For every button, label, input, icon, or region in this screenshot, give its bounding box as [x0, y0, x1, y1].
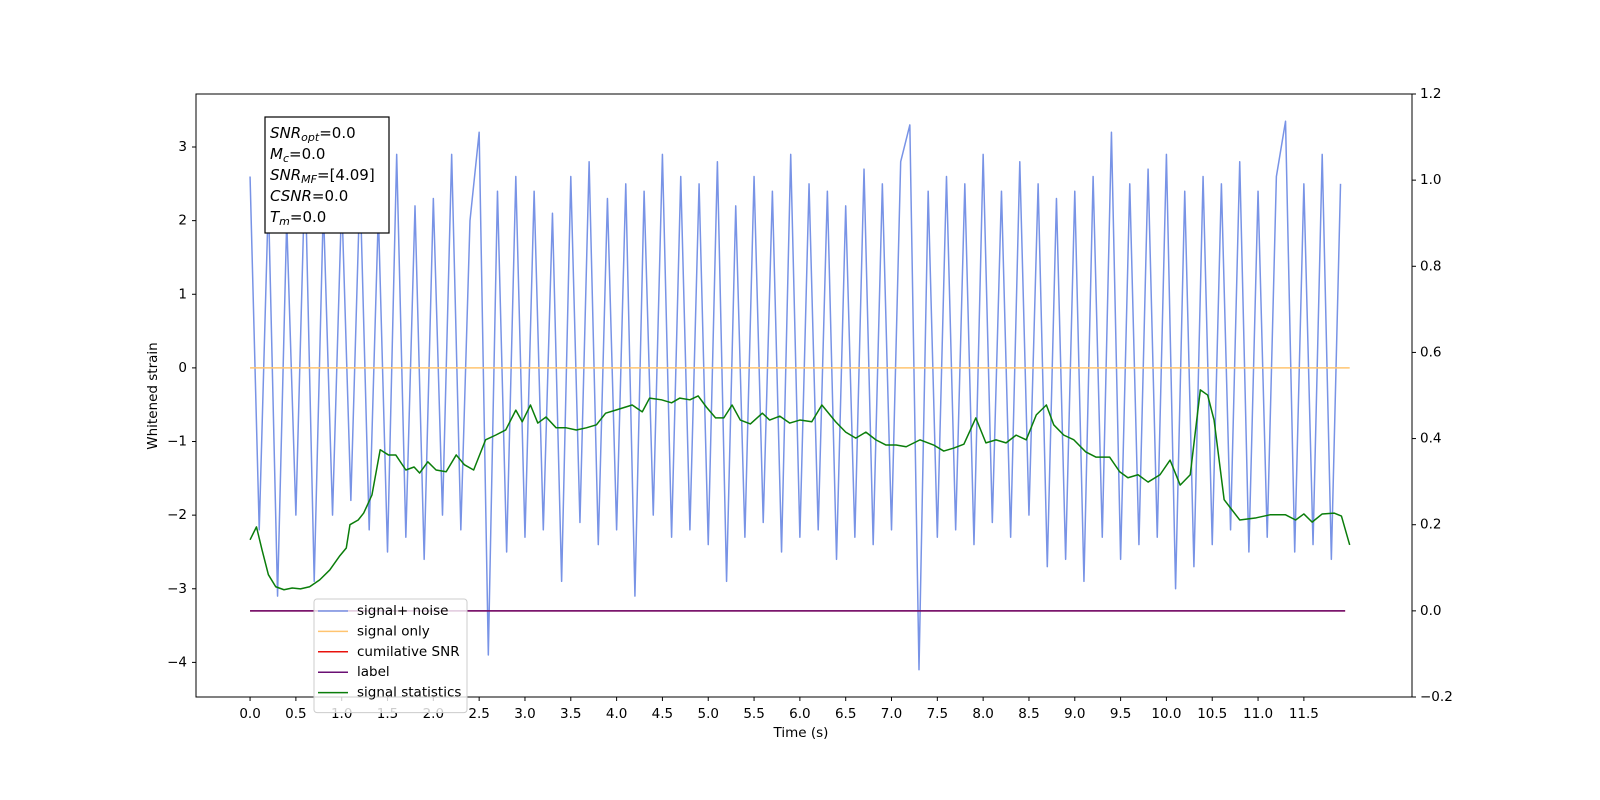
y2-tick-label: 0.4 — [1420, 431, 1441, 447]
y2-tick-label: 0.2 — [1420, 517, 1441, 533]
x-tick-label: 8.0 — [972, 706, 993, 722]
y-tick-label: −3 — [167, 581, 187, 597]
annotation-symbol: T — [270, 208, 281, 226]
plot-frame — [195, 93, 1413, 698]
legend-label: signal only — [357, 623, 430, 639]
x-tick-label: 6.0 — [789, 706, 810, 722]
x-tick-label: 10.0 — [1151, 706, 1181, 722]
annotation-box — [264, 116, 390, 234]
x-tick-label: 11.0 — [1243, 706, 1273, 722]
y-tick-label: −2 — [167, 507, 187, 523]
legend-label: signal+ noise — [357, 603, 448, 619]
y-tick-label: −4 — [167, 654, 187, 670]
x-tick-label: 7.0 — [881, 706, 902, 722]
y2-tick-label: 0.0 — [1420, 603, 1441, 619]
x-tick-label: 10.5 — [1197, 706, 1227, 722]
x-tick-label: 4.5 — [652, 706, 673, 722]
series-line — [249, 389, 1351, 591]
annotation-symbol: SNR — [270, 166, 301, 184]
legend-box — [313, 598, 468, 714]
x-tick-label: 6.5 — [835, 706, 856, 722]
y2-tick-label: 0.8 — [1420, 258, 1441, 274]
x-axis-label: Time (s) — [773, 725, 829, 741]
x-tick-label: 9.0 — [1064, 706, 1085, 722]
annotation-line: Tm=0.0 — [270, 208, 326, 228]
y2-tick-label: −0.2 — [1420, 689, 1453, 705]
y-axis-label: Whitened strain — [145, 342, 161, 449]
annotation-symbol: M — [270, 145, 283, 163]
annotation-value: =0.0 — [312, 187, 348, 205]
annotation-value: =0.0 — [289, 145, 325, 163]
legend-label: label — [357, 664, 390, 680]
y-tick-label: −1 — [167, 434, 187, 450]
y-tick-label: 3 — [178, 139, 187, 155]
x-tick-label: 4.0 — [606, 706, 627, 722]
annotation-value: =0.0 — [319, 124, 355, 142]
x-tick-label: 8.5 — [1018, 706, 1039, 722]
legend-label: signal statistics — [357, 685, 461, 701]
x-tick-label: 0.0 — [239, 706, 260, 722]
x-tick-label: 3.5 — [560, 706, 581, 722]
y2-tick-label: 0.6 — [1420, 344, 1441, 360]
annotation-symbol: SNR — [270, 124, 301, 142]
y2-tick-label: 1.0 — [1420, 172, 1441, 188]
x-tick-label: 11.5 — [1289, 706, 1319, 722]
annotation-value: =0.0 — [290, 208, 326, 226]
legend-label: cumilative SNR — [357, 644, 460, 660]
x-tick-label: 7.5 — [927, 706, 948, 722]
annotation-subscript: m — [279, 215, 290, 228]
y-tick-label: 0 — [178, 360, 187, 376]
annotation-subscript: opt — [301, 131, 320, 144]
x-tick-label: 3.0 — [514, 706, 535, 722]
y2-tick-label: 1.2 — [1420, 86, 1441, 102]
x-tick-label: 2.5 — [468, 706, 489, 722]
annotation-line: Mc=0.0 — [270, 145, 325, 165]
y-tick-label: 2 — [178, 213, 187, 229]
annotation-line: SNRopt=0.0 — [270, 124, 356, 144]
x-tick-label: 0.5 — [285, 706, 306, 722]
annotation-value: =[4.09] — [317, 166, 375, 184]
x-tick-label: 5.5 — [743, 706, 764, 722]
annotation-subscript: MF — [301, 173, 317, 186]
annotation-subscript: c — [283, 152, 289, 165]
y-tick-label: 1 — [178, 286, 187, 302]
series-line — [249, 120, 1342, 671]
annotation-line: CSNR=0.0 — [270, 187, 348, 205]
annotation-symbol: CSNR — [270, 187, 312, 205]
x-tick-label: 9.5 — [1110, 706, 1131, 722]
annotation-line: SNRMF=[4.09] — [270, 166, 375, 186]
x-tick-label: 5.0 — [697, 706, 718, 722]
